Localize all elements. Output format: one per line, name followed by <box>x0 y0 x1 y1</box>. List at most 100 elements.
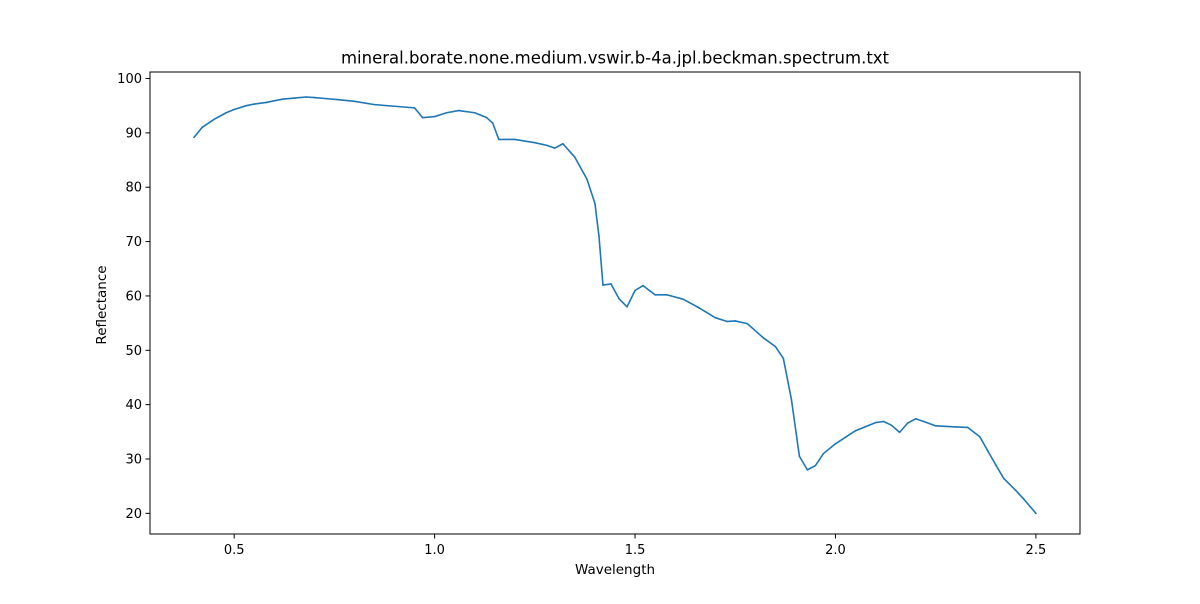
data-point <box>914 417 917 420</box>
data-point <box>473 111 476 114</box>
data-point <box>1015 489 1017 492</box>
data-point <box>393 105 396 108</box>
data-point <box>313 96 316 99</box>
data-point <box>746 322 749 325</box>
data-point <box>806 469 809 471</box>
x-tick-label: 2.0 <box>825 543 846 558</box>
chart-title: mineral.borate.none.medium.vswir.b-4a.jp… <box>341 49 890 68</box>
data-point <box>1003 477 1005 480</box>
data-point <box>586 178 588 180</box>
data-point <box>1023 498 1025 501</box>
data-point <box>201 126 203 129</box>
data-point <box>491 122 494 124</box>
y-tick-label: 90 <box>125 126 142 141</box>
data-point <box>325 97 328 100</box>
y-tick-label: 60 <box>125 289 142 304</box>
data-point <box>497 138 500 141</box>
data-point <box>906 422 909 424</box>
data-point <box>874 421 877 424</box>
data-point <box>987 450 989 452</box>
data-point <box>574 156 576 159</box>
data-point <box>734 320 737 322</box>
y-tick-label: 50 <box>125 344 142 359</box>
data-point <box>305 96 308 98</box>
data-point <box>726 320 729 323</box>
x-tick-label: 1.5 <box>625 543 646 558</box>
data-point <box>898 431 901 434</box>
y-tick-label: 70 <box>125 235 142 250</box>
x-axis: 0.5 1.0 1.5 2.0 2.5 <box>224 534 1046 558</box>
data-point <box>245 104 248 107</box>
data-point <box>698 307 700 309</box>
data-point <box>922 420 925 423</box>
y-tick-label: 80 <box>125 181 142 196</box>
data-point <box>882 420 885 423</box>
data-point <box>213 118 215 121</box>
data-point <box>822 452 825 455</box>
data-point <box>854 429 857 432</box>
data-point <box>413 107 416 109</box>
data-point <box>293 97 296 99</box>
x-tick-label: 0.5 <box>224 543 245 558</box>
data-point <box>273 100 276 102</box>
x-axis-label: Wavelength <box>575 562 655 578</box>
data-point <box>337 98 340 101</box>
data-point <box>774 345 777 348</box>
data-point <box>1035 512 1037 515</box>
data-point <box>225 111 227 114</box>
data-point <box>618 297 620 300</box>
data-point <box>814 464 817 467</box>
data-point <box>782 357 785 360</box>
data-point <box>513 138 516 141</box>
data-point <box>562 142 564 145</box>
data-point <box>995 464 997 466</box>
data-point <box>265 101 268 104</box>
data-point <box>445 111 448 114</box>
data-point <box>546 144 548 147</box>
y-tick-label: 40 <box>125 398 142 413</box>
x-tick-label: 2.5 <box>1026 543 1047 558</box>
data-point <box>798 455 801 458</box>
data-point <box>966 426 969 429</box>
data-point <box>602 284 604 286</box>
data-point <box>253 103 256 105</box>
data-point <box>954 426 957 428</box>
data-point <box>433 115 436 118</box>
y-axis-label: Reflectance <box>94 265 110 344</box>
data-point <box>598 235 600 237</box>
x-tick-label: 1.0 <box>424 543 445 558</box>
data-point <box>626 306 628 308</box>
y-tick-label: 30 <box>125 452 142 467</box>
data-point <box>554 147 556 149</box>
data-point <box>714 316 717 319</box>
y-tick-label: 20 <box>125 507 142 522</box>
data-point <box>281 98 284 100</box>
data-point <box>353 100 356 103</box>
data-point <box>634 289 636 292</box>
data-point <box>421 116 424 119</box>
y-axis: 20 30 40 50 60 70 80 90 100 <box>117 72 150 522</box>
data-point <box>193 136 195 139</box>
axes-frame <box>149 71 1081 535</box>
data-point <box>485 116 488 119</box>
data-point <box>834 442 837 445</box>
data-point <box>978 435 981 438</box>
y-tick-label: 100 <box>117 72 142 87</box>
data-point <box>642 284 644 287</box>
data-point <box>666 294 668 296</box>
data-point <box>934 425 937 427</box>
data-point <box>682 298 684 301</box>
data-point <box>594 202 596 205</box>
data-point <box>457 109 460 112</box>
data-point <box>890 424 893 427</box>
data-point <box>762 336 765 339</box>
data-point <box>233 108 235 111</box>
data-point <box>654 294 656 296</box>
data-point <box>373 103 376 106</box>
data-point <box>610 283 612 285</box>
data-point <box>790 398 793 401</box>
data-point <box>534 141 536 144</box>
